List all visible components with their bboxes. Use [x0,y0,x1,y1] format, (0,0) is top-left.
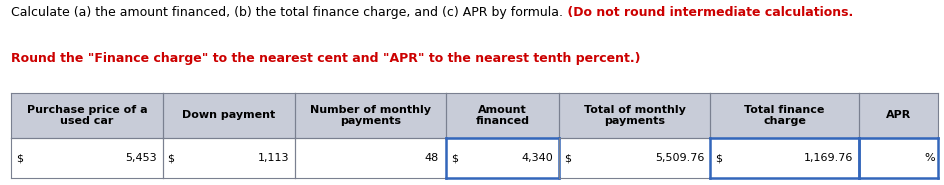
Text: $: $ [167,153,175,163]
Text: Down payment: Down payment [182,110,275,120]
Bar [710,92,858,138]
Text: Total finance
charge: Total finance charge [744,105,824,126]
Bar [559,138,710,178]
Text: 5,453: 5,453 [126,153,157,163]
Bar [11,138,162,178]
Bar [446,92,559,138]
Text: $: $ [450,153,458,163]
Bar [162,92,295,138]
Bar [295,92,446,138]
Bar [11,92,162,138]
Bar [858,92,937,138]
Text: 5,509.76: 5,509.76 [655,153,704,163]
Text: Round the "Finance charge" to the nearest cent and "APR" to the nearest tenth pe: Round the "Finance charge" to the neares… [11,52,640,65]
Bar [710,138,858,178]
Text: Number of monthly
payments: Number of monthly payments [310,105,430,126]
Bar [295,138,446,178]
Text: (Do not round intermediate calculations.: (Do not round intermediate calculations. [563,6,852,18]
Bar [162,138,295,178]
Text: Calculate (a) the amount financed, (b) the total finance charge, and (c) APR by : Calculate (a) the amount financed, (b) t… [11,6,563,18]
Text: $: $ [16,153,23,163]
Text: Amount
financed: Amount financed [475,105,529,126]
Text: Total of monthly
payments: Total of monthly payments [583,105,685,126]
Text: %: % [923,153,934,163]
Text: 48: 48 [424,153,438,163]
Text: $: $ [564,153,570,163]
Text: APR: APR [885,110,910,120]
Bar [559,92,710,138]
Text: 1,113: 1,113 [258,153,289,163]
Text: 1,169.76: 1,169.76 [803,153,852,163]
Text: Purchase price of a
used car: Purchase price of a used car [26,105,147,126]
Bar [858,138,937,178]
Text: $: $ [715,153,721,163]
Text: 4,340: 4,340 [521,153,553,163]
Bar [446,138,559,178]
